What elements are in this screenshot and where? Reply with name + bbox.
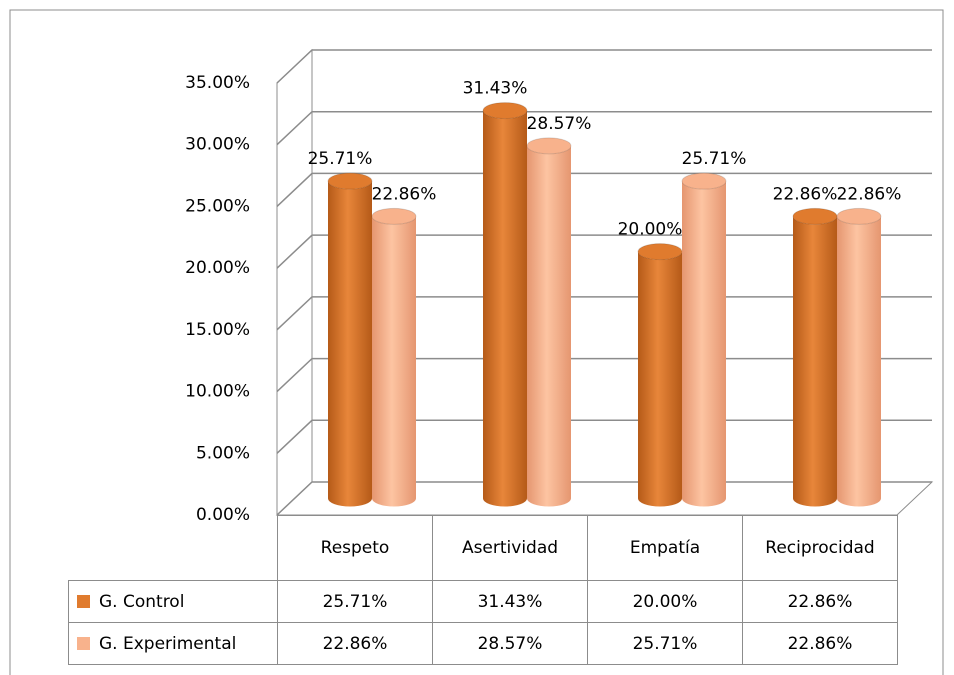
bar-top [327,172,373,190]
data-label: 25.71% [308,149,373,169]
data-label: 22.86% [372,184,437,204]
bar-top [681,172,727,190]
legend-entry: G. Control [68,580,278,623]
chart-border [9,9,944,675]
data-label: 20.00% [618,220,683,240]
grid-line [276,172,932,207]
table-value: 20.00% [587,580,743,623]
bar-top [482,102,528,120]
legend-swatch [77,595,90,608]
bar [372,216,416,507]
y-tick-label: 15.00% [185,320,250,340]
legend-label: G. Control [99,591,185,612]
bar [638,251,682,507]
table-value: 28.57% [432,622,588,665]
data-label: 22.86% [837,184,902,204]
legend-label: G. Experimental [99,633,237,654]
table-value: 25.71% [587,622,743,665]
data-label: 25.71% [682,149,747,169]
bar-top [836,207,882,225]
data-label: 31.43% [463,79,528,99]
bar [328,181,372,507]
table-value: 22.86% [742,622,898,665]
bar-top [526,137,572,155]
y-tick-label: 0.00% [196,505,250,525]
bar-top [792,207,838,225]
y-tick-label: 35.00% [185,73,250,93]
table-category: Asertividad [432,515,588,581]
y-tick-label: 20.00% [185,258,250,278]
data-label: 22.86% [773,184,838,204]
y-tick-label: 5.00% [196,443,250,463]
grid-line [276,110,932,146]
bar [837,216,881,507]
y-tick-label: 25.00% [185,196,250,216]
grid-line [276,49,932,84]
bar-top [371,207,417,225]
bar-top [637,243,683,261]
legend-entry: G. Experimental [68,622,278,665]
side-wall [276,48,313,515]
bar [527,145,571,507]
y-tick-label: 30.00% [185,135,250,155]
table-value: 25.71% [277,580,433,623]
table-category: Empatía [587,515,743,581]
table-value: 31.43% [432,580,588,623]
table-category: Respeto [277,515,433,581]
bar [793,216,837,507]
legend-swatch [77,637,90,650]
y-tick-label: 10.00% [185,382,250,402]
bar [682,181,726,507]
bar [483,110,527,507]
table-category: Reciprocidad [742,515,898,581]
table-value: 22.86% [277,622,433,665]
table-value: 22.86% [742,580,898,623]
data-label: 28.57% [527,114,592,134]
